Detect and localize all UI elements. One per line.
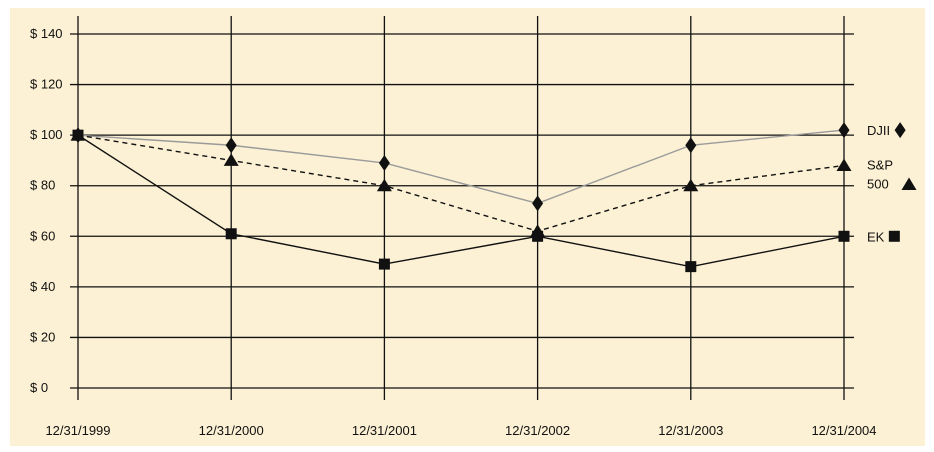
y-tick-label: $ 0 <box>30 380 48 395</box>
data-point-ek-5 <box>839 231 850 242</box>
data-point-s-p-500-5 <box>837 158 852 171</box>
data-point-djii-4 <box>685 137 696 153</box>
legend-marker-djii <box>895 122 906 138</box>
line-chart: $ 140 $ 120 $ 100 $ 80 $ 60 $ 40 $ 20 $ 0 12/31… <box>10 8 925 446</box>
data-point-ek-1 <box>226 228 237 239</box>
data-point-s-p-500-2 <box>377 179 392 192</box>
series-markers <box>71 122 917 272</box>
data-point-djii-2 <box>379 155 390 171</box>
y-tick-label: $ 80 <box>30 178 55 193</box>
x-tick-label: 12/31/1999 <box>45 423 110 438</box>
legend-label-s-p-500: 500 <box>867 176 889 191</box>
legend-label-djii: DJII <box>867 123 890 138</box>
y-tick-label: $ 20 <box>30 329 55 344</box>
data-point-s-p-500-4 <box>683 179 698 192</box>
legend-marker-s-p-500 <box>902 177 917 190</box>
legend-label-ek: EK <box>867 229 885 244</box>
legend-marker-ek <box>889 231 900 242</box>
x-tick-label: 12/31/2000 <box>199 423 264 438</box>
horizontal-gridlines <box>70 34 854 388</box>
x-tick-label: 12/31/2002 <box>505 423 570 438</box>
data-point-ek-4 <box>685 261 696 272</box>
data-point-djii-1 <box>226 137 237 153</box>
data-point-ek-3 <box>532 231 543 242</box>
data-point-ek-2 <box>379 259 390 270</box>
legend-label-s-p-500: S&P <box>867 157 893 172</box>
y-tick-label: $ 60 <box>30 228 55 243</box>
data-point-s-p-500-1 <box>224 153 239 166</box>
series-lines <box>78 130 844 267</box>
chart-frame: $ 140 $ 120 $ 100 $ 80 $ 60 $ 40 $ 20 $ 0 12/31… <box>10 8 925 446</box>
y-tick-label: $ 100 <box>30 127 63 142</box>
y-tick-label: $ 40 <box>30 279 55 294</box>
x-tick-label: 12/31/2001 <box>352 423 417 438</box>
y-tick-label: $ 120 <box>30 77 63 92</box>
x-tick-label: 12/31/2004 <box>811 423 876 438</box>
x-axis-tick-labels: 12/31/1999 12/31/2000 12/31/2001 12/31/2002… <box>45 423 876 438</box>
y-tick-label: $ 140 <box>30 26 63 41</box>
series-line-ek <box>78 135 844 266</box>
data-point-djii-3 <box>532 195 543 211</box>
data-point-ek-0 <box>73 130 84 141</box>
y-axis-tick-labels: $ 140 $ 120 $ 100 $ 80 $ 60 $ 40 $ 20 $ 0 <box>30 26 63 395</box>
x-tick-label: 12/31/2003 <box>658 423 723 438</box>
legend: DJII S&P 500 EK <box>867 123 893 244</box>
series-line-djii <box>78 130 844 203</box>
